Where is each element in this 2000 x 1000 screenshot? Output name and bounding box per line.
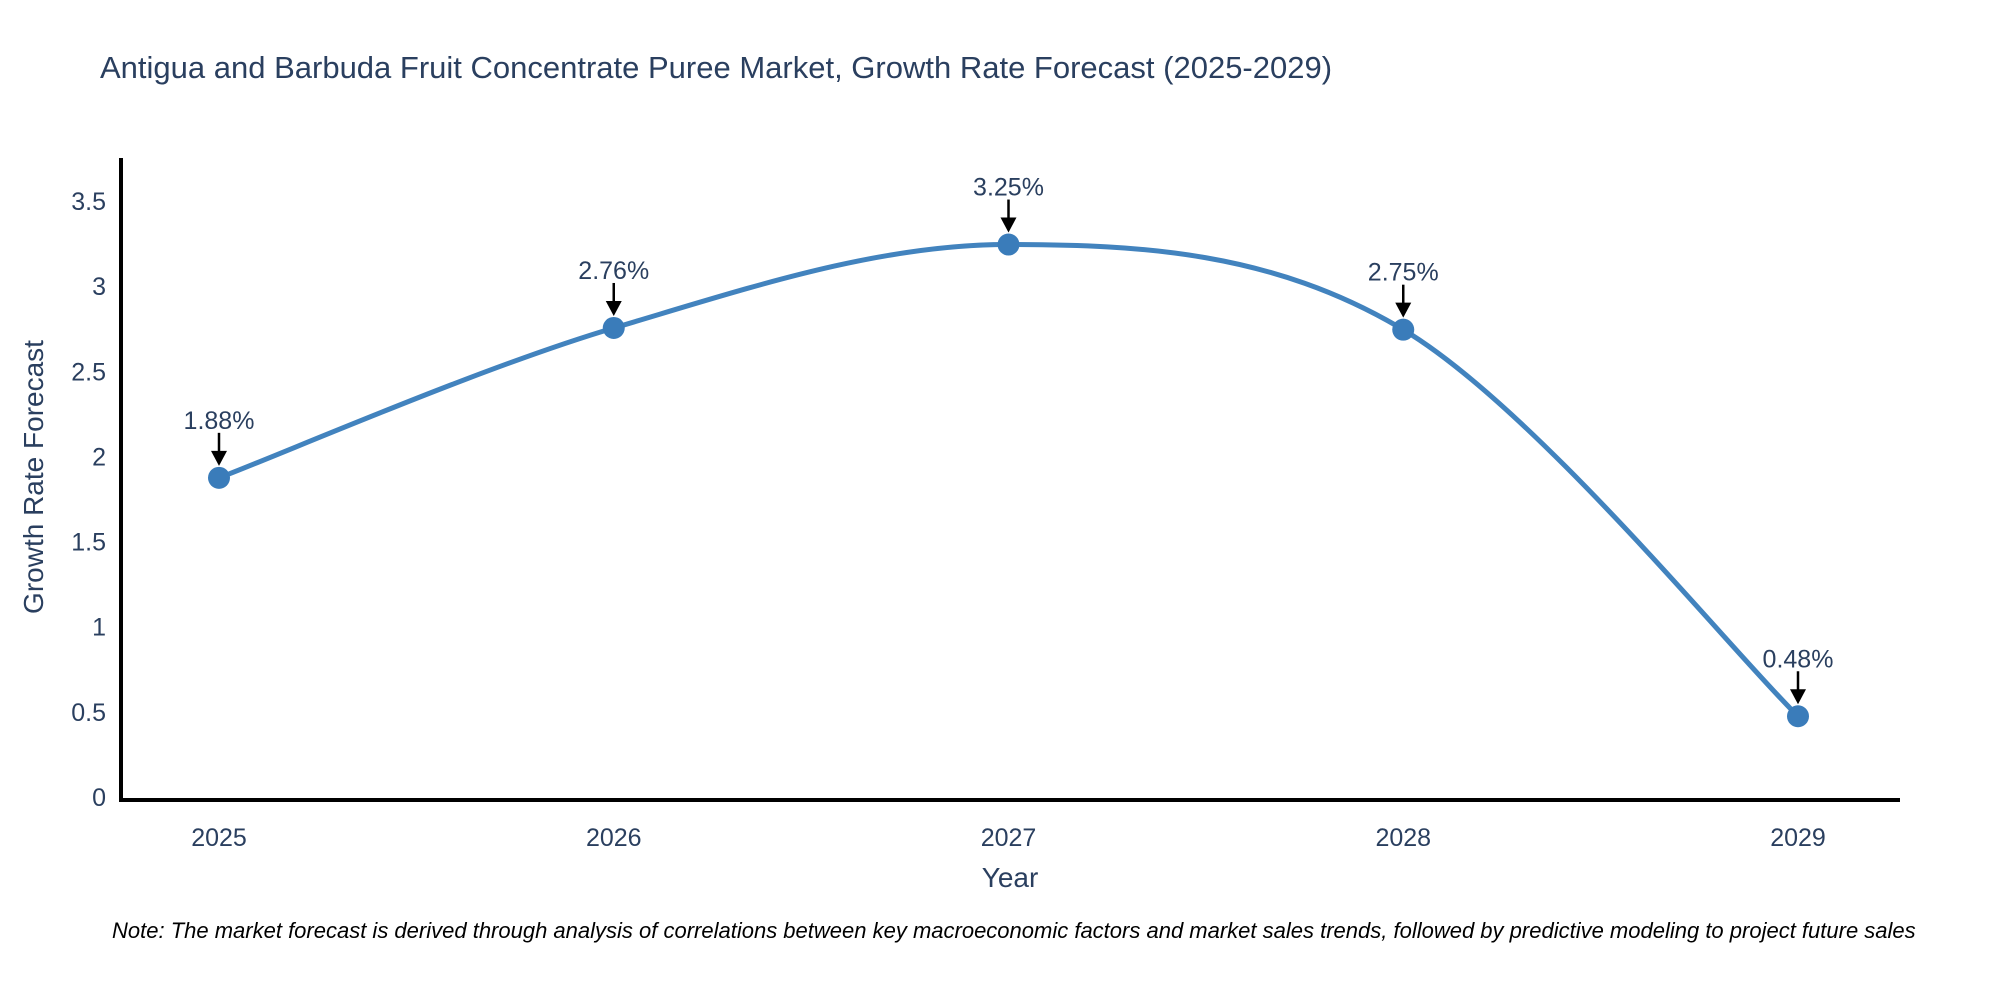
- y-tick-label: 1: [92, 614, 106, 642]
- point-annotation: 3.25%: [973, 174, 1044, 202]
- data-point-marker[interactable]: [1787, 705, 1809, 728]
- x-tick-label: 2025: [191, 824, 247, 852]
- annotation-arrowhead: [1000, 217, 1017, 233]
- x-tick-label: 2027: [981, 824, 1037, 852]
- annotation-arrowhead: [211, 450, 227, 466]
- x-axis-title: Year: [981, 862, 1039, 893]
- data-point-marker[interactable]: [1392, 318, 1415, 341]
- y-tick-label: 2: [92, 443, 106, 471]
- y-tick-label: 0: [92, 784, 106, 812]
- y-tick-label: 3: [92, 273, 106, 301]
- axis-lines: [119, 158, 1900, 802]
- point-annotation: 0.48%: [1763, 645, 1834, 673]
- annotation-arrowhead: [1790, 689, 1806, 705]
- y-tick-label: 2.5: [71, 358, 106, 386]
- point-annotation: 1.88%: [184, 407, 255, 435]
- y-tick-label: 3.5: [71, 188, 106, 216]
- annotation-arrowhead: [605, 300, 622, 316]
- x-tick-label: 2028: [1375, 824, 1431, 852]
- x-tick-label: 2026: [586, 824, 642, 852]
- data-point-marker[interactable]: [997, 233, 1020, 256]
- data-point-marker[interactable]: [602, 316, 625, 339]
- chart-title: Antigua and Barbuda Fruit Concentrate Pu…: [100, 50, 1333, 85]
- x-tick-label: 2029: [1770, 824, 1826, 852]
- data-point-marker[interactable]: [208, 466, 230, 489]
- y-tick-label: 0.5: [71, 699, 106, 727]
- y-axis-title: Growth Rate Forecast: [18, 340, 49, 614]
- annotation-arrowhead: [1395, 302, 1412, 318]
- footnote: Note: The market forecast is derived thr…: [112, 918, 1916, 943]
- y-tick-label: 1.5: [71, 529, 106, 557]
- series-line: [216, 242, 1801, 719]
- point-annotation: 2.75%: [1368, 259, 1439, 287]
- point-annotation: 2.76%: [578, 257, 649, 285]
